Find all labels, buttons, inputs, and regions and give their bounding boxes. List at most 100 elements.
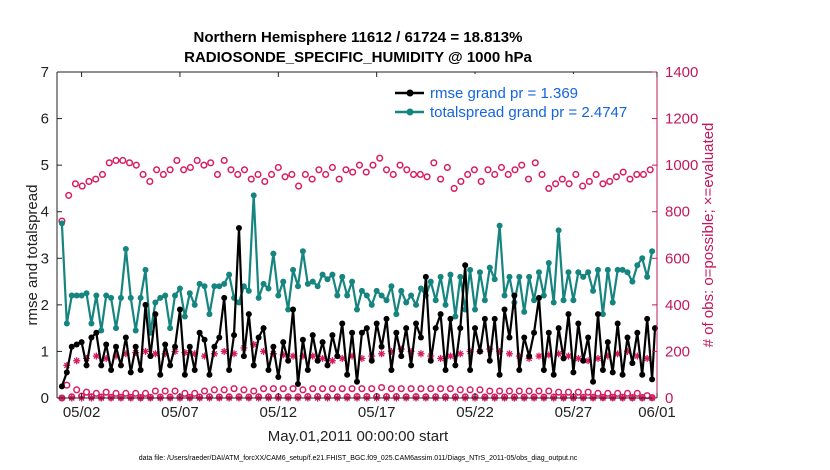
- possible-marker: [105, 159, 113, 167]
- possible-marker: [230, 385, 238, 393]
- possible-marker: [599, 180, 607, 188]
- totalspread-marker: [250, 192, 257, 199]
- possible-marker: [234, 170, 242, 179]
- possible-marker: [362, 168, 370, 176]
- totalspread-marker: [516, 273, 523, 280]
- rmse-marker: [68, 343, 75, 350]
- possible-marker: [166, 166, 174, 174]
- x-tick-label: 05/27: [555, 404, 593, 421]
- rmse-marker: [447, 315, 454, 322]
- totalspread-marker: [417, 285, 424, 292]
- rmse-marker: [398, 353, 405, 360]
- totalspread-marker: [590, 287, 597, 294]
- possible-marker: [82, 388, 91, 396]
- totalspread-marker: [540, 292, 547, 299]
- totalspread-marker: [649, 248, 656, 255]
- rmse-marker: [304, 367, 311, 374]
- possible-marker: [119, 156, 127, 165]
- possible-marker: [355, 161, 364, 169]
- totalspread-marker: [329, 271, 336, 278]
- totalspread-marker: [167, 325, 174, 332]
- possible-marker: [309, 385, 317, 393]
- rmse-marker: [501, 306, 508, 313]
- rmse-marker: [250, 362, 257, 369]
- possible-marker: [261, 177, 269, 185]
- totalspread-marker: [334, 292, 341, 299]
- rmse-marker: [388, 367, 395, 374]
- possible-marker: [193, 156, 201, 165]
- rmse-marker: [339, 320, 346, 327]
- y-axis-label-left: rmse and totalspread: [24, 185, 41, 326]
- rmse-marker: [585, 334, 592, 341]
- possible-marker: [491, 170, 499, 179]
- evaluated-marker: [92, 352, 100, 360]
- possible-marker: [122, 389, 130, 397]
- possible-marker: [92, 175, 100, 183]
- possible-marker: [73, 386, 81, 394]
- evaluated-marker: [437, 354, 445, 362]
- rmse-marker: [245, 311, 252, 318]
- rmse-marker: [108, 367, 115, 374]
- possible-marker: [186, 163, 194, 172]
- totalspread-marker: [535, 269, 542, 276]
- possible-marker: [555, 388, 563, 396]
- possible-marker: [524, 175, 533, 183]
- totalspread-marker: [644, 273, 651, 280]
- totalspread-marker: [624, 269, 631, 276]
- possible-marker: [585, 177, 593, 185]
- rmse-marker: [496, 371, 503, 378]
- rmse-marker: [103, 341, 110, 348]
- rmse-marker: [555, 325, 562, 332]
- totalspread-marker: [496, 222, 503, 229]
- possible-marker: [151, 387, 159, 395]
- possible-marker: [141, 389, 150, 397]
- possible-marker: [267, 170, 276, 179]
- rmse-marker: [378, 343, 385, 350]
- possible-marker: [181, 389, 189, 397]
- totalspread-marker: [393, 311, 400, 318]
- rmse-marker: [294, 381, 301, 388]
- evaluated-marker: [643, 354, 651, 362]
- rmse-marker: [83, 362, 90, 369]
- rmse-marker: [275, 374, 282, 381]
- totalspread-marker: [221, 280, 228, 287]
- possible-marker: [260, 385, 268, 393]
- rmse-marker: [535, 294, 542, 301]
- rmse-marker: [240, 353, 247, 360]
- rmse-marker: [329, 332, 336, 339]
- totalspread-marker: [280, 278, 287, 285]
- totalspread-marker: [176, 285, 183, 292]
- possible-marker: [78, 182, 86, 190]
- totalspread-marker: [476, 269, 483, 276]
- possible-marker: [423, 173, 431, 181]
- totalspread-marker: [117, 294, 124, 301]
- totalspread-marker: [481, 297, 488, 304]
- rmse-marker: [457, 325, 464, 332]
- possible-marker: [180, 166, 188, 174]
- totalspread-marker: [142, 266, 149, 273]
- rmse-marker: [186, 343, 193, 350]
- totalspread-marker: [206, 311, 213, 318]
- rmse-marker: [88, 334, 95, 341]
- possible-marker: [389, 170, 397, 179]
- totalspread-marker: [585, 269, 592, 276]
- possible-marker: [614, 389, 622, 397]
- totalspread-marker: [127, 294, 134, 301]
- totalspread-marker: [358, 287, 365, 294]
- possible-marker: [606, 177, 614, 185]
- rmse-line: [60, 226, 657, 387]
- rmse-marker: [280, 339, 287, 346]
- totalspread-marker: [122, 245, 129, 252]
- y-tick-label-right: 400: [665, 297, 690, 314]
- totalspread-marker: [614, 266, 621, 273]
- possible-marker: [368, 385, 376, 393]
- possible-marker: [338, 385, 346, 393]
- possible-marker: [71, 180, 79, 188]
- possible-marker: [497, 163, 506, 172]
- rmse-marker: [226, 367, 233, 374]
- possible-marker: [102, 388, 110, 396]
- footnote: data file: /Users/raeder/DAI/ATM_forcXX/…: [139, 455, 578, 462]
- rmse-marker: [142, 301, 149, 308]
- legend-spread-label: totalspread grand pr = 2.4747: [430, 104, 627, 121]
- possible-marker: [592, 170, 600, 179]
